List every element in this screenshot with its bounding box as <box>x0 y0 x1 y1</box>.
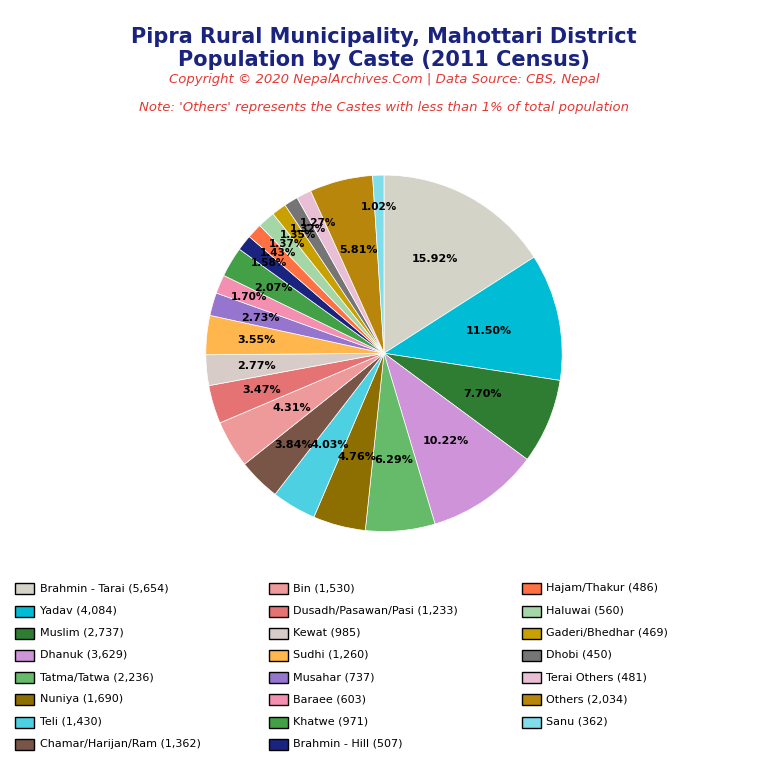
FancyBboxPatch shape <box>522 717 541 727</box>
Text: Baraee (603): Baraee (603) <box>293 694 366 704</box>
FancyBboxPatch shape <box>269 739 288 750</box>
Text: Musahar (737): Musahar (737) <box>293 672 375 682</box>
Wedge shape <box>372 175 384 353</box>
FancyBboxPatch shape <box>15 672 35 684</box>
Text: 2.77%: 2.77% <box>237 360 276 370</box>
Text: 3.84%: 3.84% <box>275 439 313 449</box>
Text: Brahmin - Tarai (5,654): Brahmin - Tarai (5,654) <box>40 584 168 594</box>
Text: 1.70%: 1.70% <box>231 292 267 302</box>
FancyBboxPatch shape <box>15 627 35 639</box>
Text: 4.31%: 4.31% <box>273 403 312 413</box>
Wedge shape <box>273 205 384 353</box>
Text: Terai Others (481): Terai Others (481) <box>547 672 647 682</box>
Wedge shape <box>384 175 534 353</box>
Wedge shape <box>206 353 384 386</box>
FancyBboxPatch shape <box>269 717 288 727</box>
Wedge shape <box>223 249 384 353</box>
Text: Muslim (2,737): Muslim (2,737) <box>40 627 124 637</box>
Text: Yadav (4,084): Yadav (4,084) <box>40 606 117 616</box>
Wedge shape <box>384 353 560 459</box>
Wedge shape <box>384 257 562 380</box>
Text: 1.43%: 1.43% <box>260 248 296 258</box>
Text: Tatma/Tatwa (2,236): Tatma/Tatwa (2,236) <box>40 672 154 682</box>
Text: 1.35%: 1.35% <box>280 230 316 240</box>
Wedge shape <box>311 175 384 353</box>
FancyBboxPatch shape <box>15 739 35 750</box>
Text: 5.81%: 5.81% <box>339 244 377 254</box>
Text: 7.70%: 7.70% <box>463 389 502 399</box>
Wedge shape <box>209 353 384 423</box>
Text: Dhobi (450): Dhobi (450) <box>547 650 612 660</box>
Wedge shape <box>220 353 384 464</box>
Wedge shape <box>297 191 384 353</box>
Text: Sanu (362): Sanu (362) <box>547 717 608 727</box>
Wedge shape <box>285 197 384 353</box>
Wedge shape <box>260 214 384 353</box>
Wedge shape <box>314 353 384 531</box>
FancyBboxPatch shape <box>15 717 35 727</box>
FancyBboxPatch shape <box>522 584 541 594</box>
Text: Nuniya (1,690): Nuniya (1,690) <box>40 694 123 704</box>
Text: Sudhi (1,260): Sudhi (1,260) <box>293 650 369 660</box>
Text: 1.37%: 1.37% <box>270 239 306 249</box>
Text: 3.47%: 3.47% <box>242 386 280 396</box>
Text: Note: 'Others' represents the Castes with less than 1% of total population: Note: 'Others' represents the Castes wit… <box>139 101 629 114</box>
FancyBboxPatch shape <box>269 606 288 617</box>
FancyBboxPatch shape <box>15 650 35 661</box>
Text: Teli (1,430): Teli (1,430) <box>40 717 101 727</box>
Text: Others (2,034): Others (2,034) <box>547 694 628 704</box>
Text: Brahmin - Hill (507): Brahmin - Hill (507) <box>293 739 402 749</box>
Wedge shape <box>217 276 384 353</box>
Wedge shape <box>250 226 384 353</box>
Wedge shape <box>240 237 384 353</box>
FancyBboxPatch shape <box>522 650 541 661</box>
Text: Pipra Rural Municipality, Mahottari District: Pipra Rural Municipality, Mahottari Dist… <box>131 27 637 47</box>
FancyBboxPatch shape <box>522 694 541 705</box>
FancyBboxPatch shape <box>269 584 288 594</box>
Wedge shape <box>210 293 384 353</box>
Text: 1.58%: 1.58% <box>251 258 287 268</box>
Text: 1.32%: 1.32% <box>290 223 326 233</box>
FancyBboxPatch shape <box>269 694 288 705</box>
Text: Haluwai (560): Haluwai (560) <box>547 606 624 616</box>
Text: Bin (1,530): Bin (1,530) <box>293 584 355 594</box>
Text: 3.55%: 3.55% <box>237 335 276 345</box>
Text: 4.03%: 4.03% <box>310 441 349 451</box>
Text: Hajam/Thakur (486): Hajam/Thakur (486) <box>547 584 658 594</box>
FancyBboxPatch shape <box>15 694 35 705</box>
Text: Population by Caste (2011 Census): Population by Caste (2011 Census) <box>178 50 590 70</box>
Text: Dhanuk (3,629): Dhanuk (3,629) <box>40 650 127 660</box>
Text: 10.22%: 10.22% <box>422 435 468 445</box>
Text: Khatwe (971): Khatwe (971) <box>293 717 368 727</box>
FancyBboxPatch shape <box>522 672 541 684</box>
FancyBboxPatch shape <box>522 606 541 617</box>
Wedge shape <box>366 353 435 531</box>
Text: Gaderi/Bhedhar (469): Gaderi/Bhedhar (469) <box>547 627 668 637</box>
Text: 4.76%: 4.76% <box>338 452 376 462</box>
FancyBboxPatch shape <box>15 584 35 594</box>
FancyBboxPatch shape <box>269 650 288 661</box>
FancyBboxPatch shape <box>522 627 541 639</box>
Text: Chamar/Harijan/Ram (1,362): Chamar/Harijan/Ram (1,362) <box>40 739 200 749</box>
Text: 2.73%: 2.73% <box>241 313 280 323</box>
Text: Copyright © 2020 NepalArchives.Com | Data Source: CBS, Nepal: Copyright © 2020 NepalArchives.Com | Dat… <box>169 73 599 86</box>
Text: 15.92%: 15.92% <box>412 254 458 264</box>
FancyBboxPatch shape <box>269 672 288 684</box>
Text: 2.07%: 2.07% <box>254 283 293 293</box>
Wedge shape <box>275 353 384 517</box>
FancyBboxPatch shape <box>269 627 288 639</box>
Text: Kewat (985): Kewat (985) <box>293 627 360 637</box>
Text: 1.02%: 1.02% <box>361 202 398 212</box>
Text: Dusadh/Pasawan/Pasi (1,233): Dusadh/Pasawan/Pasi (1,233) <box>293 606 458 616</box>
FancyBboxPatch shape <box>15 606 35 617</box>
Text: 1.27%: 1.27% <box>300 218 336 228</box>
Text: 6.29%: 6.29% <box>375 455 413 465</box>
Wedge shape <box>206 316 384 355</box>
Wedge shape <box>384 353 527 524</box>
Text: 11.50%: 11.50% <box>465 326 511 336</box>
Wedge shape <box>244 353 384 495</box>
